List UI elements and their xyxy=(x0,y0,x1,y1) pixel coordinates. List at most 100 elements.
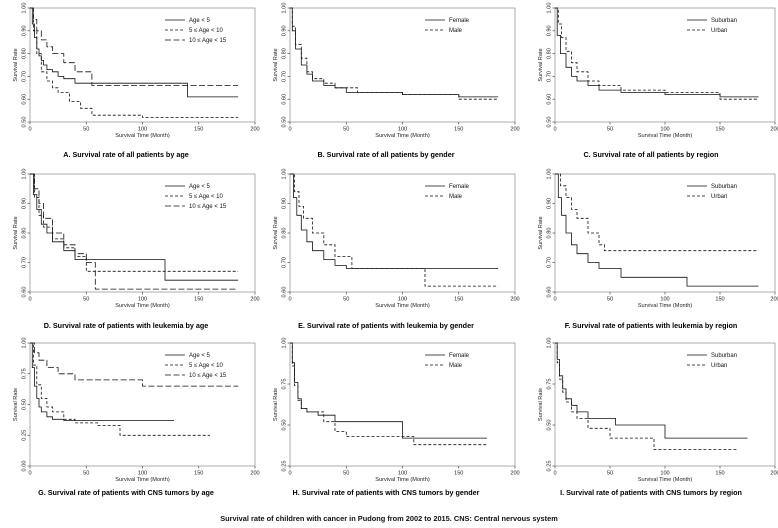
series-line xyxy=(30,342,210,436)
y-axis-title: Survival Rate xyxy=(273,216,279,249)
y-tick-label: 0.80 xyxy=(282,48,288,59)
x-tick-label: 0 xyxy=(553,297,556,303)
y-tick-label: 0.70 xyxy=(282,71,288,82)
legend-entry: 5 ≤ Age < 10 xyxy=(189,363,223,369)
y-tick-label: 1.00 xyxy=(22,338,28,349)
x-axis-title: Survival Time (Month) xyxy=(115,303,170,309)
y-axis-title: Survival Rate xyxy=(13,216,19,249)
series-line xyxy=(555,342,737,450)
x-tick-label: 0 xyxy=(28,127,31,133)
x-tick-label: 150 xyxy=(454,127,463,133)
x-tick-label: 50 xyxy=(343,297,349,303)
x-tick-label: 150 xyxy=(715,297,724,303)
y-tick-label: 0.90 xyxy=(22,198,28,209)
y-tick-label: 0.60 xyxy=(282,287,288,298)
y-axis-title: Survival Rate xyxy=(273,48,279,81)
y-tick-label: 0.50 xyxy=(22,399,28,410)
x-tick-label: 50 xyxy=(607,297,613,303)
x-axis-title: Survival Time (Month) xyxy=(638,303,693,309)
x-axis-title: Survival Time (Month) xyxy=(375,133,430,139)
y-tick-label: 0.50 xyxy=(547,420,553,431)
x-tick-label: 100 xyxy=(660,127,669,133)
legend-entry: Suburban xyxy=(711,18,737,24)
y-tick-label: 1.00 xyxy=(547,338,553,349)
x-tick-label: 150 xyxy=(194,127,203,133)
chart-panel-c: 0.50 0.60 0.70 0.80 0.90 1.00 0 50 100 150 200 Surv… xyxy=(538,3,778,159)
legend-entry: Urban xyxy=(711,363,727,369)
x-tick-label: 100 xyxy=(138,127,147,133)
x-tick-label: 150 xyxy=(194,471,203,477)
y-tick-label: 0.90 xyxy=(22,25,28,36)
series-line xyxy=(30,7,239,86)
x-tick-label: 0 xyxy=(553,127,556,133)
legend-entry: Male xyxy=(449,363,463,369)
chart-panel-h: 0.25 0.50 0.75 1.00 0 50 100 150 200 Survival Tim… xyxy=(273,338,520,497)
panel-caption: C. Survival rate of all patients by regi… xyxy=(583,150,718,159)
y-tick-label: 0.60 xyxy=(282,94,288,105)
legend-entry: 5 ≤ Age < 10 xyxy=(189,194,223,200)
series-line xyxy=(555,173,759,252)
y-tick-label: 0.50 xyxy=(547,117,553,128)
x-tick-label: 100 xyxy=(398,297,407,303)
y-axis-title: Survival Rate xyxy=(538,388,544,421)
x-tick-label: 200 xyxy=(770,471,778,477)
y-axis-title: Survival Rate xyxy=(538,216,544,249)
y-axis-title: Survival Rate xyxy=(13,48,19,81)
x-tick-label: 50 xyxy=(607,127,613,133)
y-tick-label: 0.90 xyxy=(282,25,288,36)
series-line xyxy=(30,173,239,290)
x-axis-title: Survival Time (Month) xyxy=(375,303,430,309)
y-tick-label: 0.90 xyxy=(547,198,553,209)
series-line xyxy=(30,7,239,118)
y-tick-label: 0.75 xyxy=(547,379,553,390)
panel-caption: G. Survival rate of patients with CNS tu… xyxy=(38,488,214,497)
legend-entry: Age < 5 xyxy=(189,184,211,190)
figure-caption: Survival rate of children with cancer in… xyxy=(220,514,558,523)
series-line xyxy=(290,342,487,439)
x-tick-label: 150 xyxy=(194,297,203,303)
chart-panel-a: 0.50 0.60 0.70 0.80 0.90 1.00 0 50 100 150 200 Surv… xyxy=(13,3,260,159)
x-tick-label: 50 xyxy=(343,471,349,477)
plot-frame xyxy=(554,342,776,467)
x-tick-label: 100 xyxy=(660,471,669,477)
legend-entry: 10 ≤ Age < 15 xyxy=(189,204,227,210)
x-tick-label: 200 xyxy=(510,297,519,303)
series-line xyxy=(555,7,759,100)
y-tick-label: 0.90 xyxy=(282,198,288,209)
series-line xyxy=(30,173,239,281)
series-line xyxy=(30,342,174,421)
x-tick-label: 50 xyxy=(607,471,613,477)
panel-caption: D. Survival rate of patients with leukem… xyxy=(44,321,209,330)
y-tick-label: 0.25 xyxy=(22,430,28,441)
y-tick-label: 1.00 xyxy=(282,338,288,349)
y-tick-label: 0.90 xyxy=(547,25,553,36)
series-line xyxy=(555,7,759,98)
panel-caption: F. Survival rate of patients with leukem… xyxy=(565,321,738,330)
x-axis-title: Survival Time (Month) xyxy=(375,477,430,483)
y-tick-label: 0.80 xyxy=(282,228,288,239)
y-tick-label: 0.70 xyxy=(282,257,288,268)
y-tick-label: 0.75 xyxy=(22,368,28,379)
y-tick-label: 0.70 xyxy=(22,71,28,82)
panel-caption: E. Survival rate of patients with leukem… xyxy=(298,321,474,330)
legend-entry: Suburban xyxy=(711,353,737,359)
y-tick-label: 0.25 xyxy=(282,461,288,472)
y-tick-label: 0.70 xyxy=(547,257,553,268)
legend-entry: 10 ≤ Age < 15 xyxy=(189,373,227,379)
y-tick-label: 0.50 xyxy=(282,420,288,431)
x-tick-label: 200 xyxy=(770,127,778,133)
y-axis-title: Survival Rate xyxy=(538,48,544,81)
x-tick-label: 200 xyxy=(510,127,519,133)
legend-entry: Male xyxy=(449,28,463,34)
y-tick-label: 1.00 xyxy=(282,169,288,180)
panel-caption: I. Survival rate of patients with CNS tu… xyxy=(560,488,742,497)
y-axis-title: Survival Rate xyxy=(273,388,279,421)
plot-frame xyxy=(554,7,776,123)
y-tick-label: 0.50 xyxy=(282,117,288,128)
y-tick-label: 0.80 xyxy=(22,228,28,239)
chart-panel-f: 0.60 0.70 0.80 0.90 1.00 0 50 100 150 200 Survival… xyxy=(538,169,778,330)
legend-entry: 10 ≤ Age < 15 xyxy=(189,38,227,44)
y-tick-label: 0.80 xyxy=(22,48,28,59)
x-tick-label: 150 xyxy=(715,127,724,133)
y-tick-label: 0.60 xyxy=(547,287,553,298)
